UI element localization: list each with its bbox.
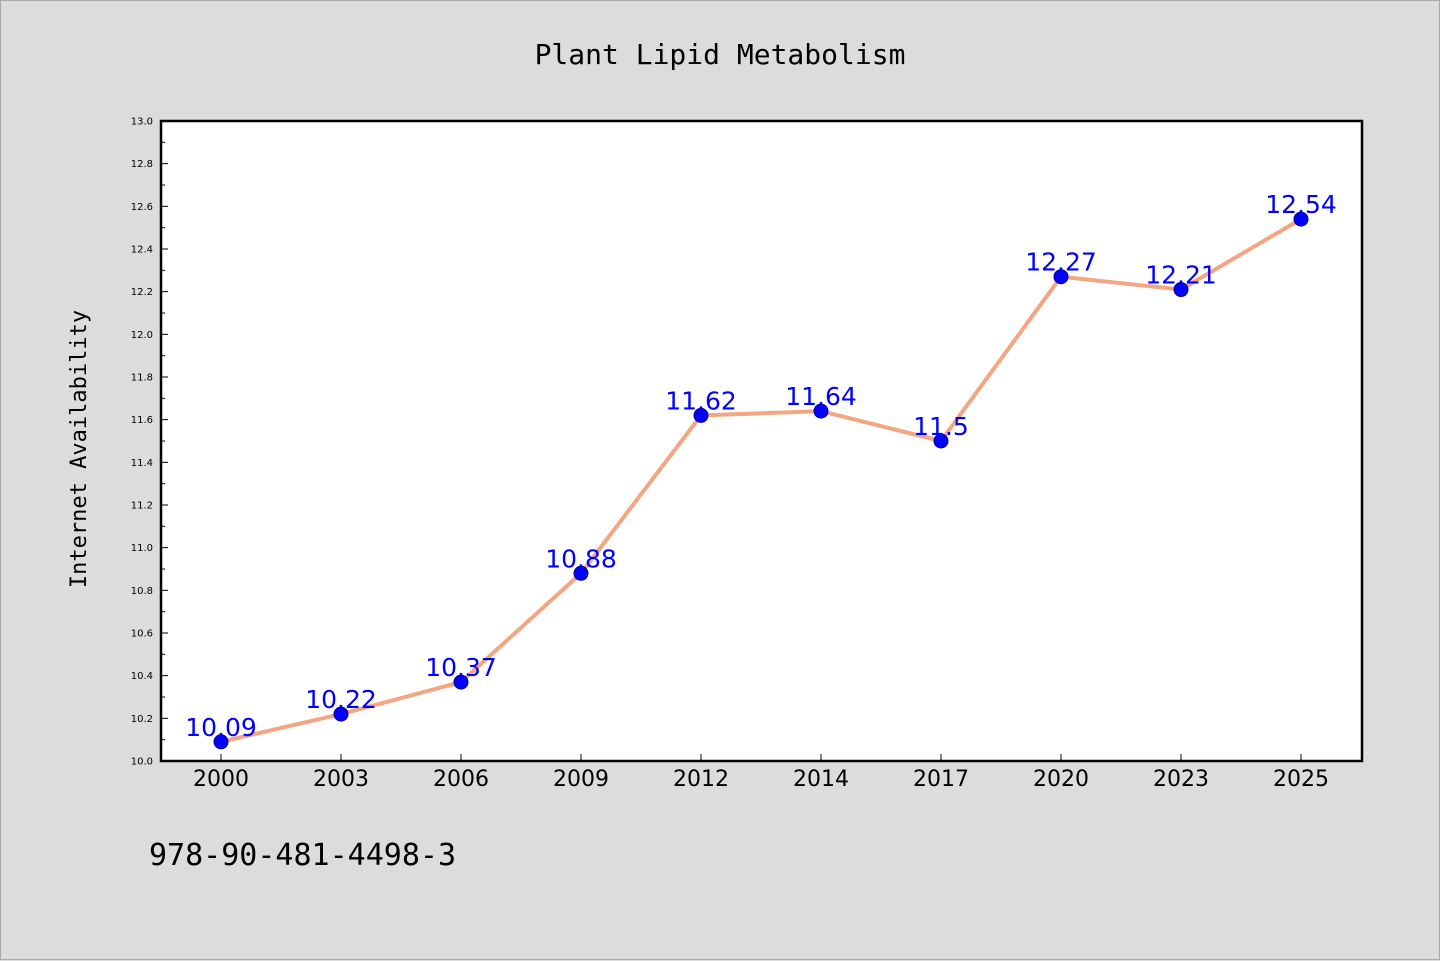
chart-title: Plant Lipid Metabolism: [535, 38, 906, 71]
data-label: 10.09: [185, 713, 257, 742]
data-label: 12.54: [1265, 190, 1337, 219]
y-tick-label: 10.0: [131, 757, 153, 768]
x-tick-label: 2023: [1153, 767, 1209, 792]
data-point: [1293, 211, 1309, 227]
y-tick-label: 11.4: [131, 458, 153, 469]
data-label: 11.5: [913, 412, 969, 441]
y-axis-label: Internet Availability: [67, 310, 92, 588]
y-tick-label: 12.4: [131, 245, 153, 256]
data-label: 12.27: [1025, 248, 1097, 277]
data-point: [933, 433, 949, 449]
data-label: 11.64: [785, 382, 857, 411]
data-label: 10.37: [425, 653, 497, 682]
x-tick-label: 2017: [913, 767, 969, 792]
footer-code: 978-90-481-4498-3: [149, 838, 456, 873]
data-point: [573, 565, 589, 581]
y-tick-label: 12.2: [131, 287, 153, 298]
series-layer: 10.09 10.22 10.37 10.88 11.62 11.64 11.5 12.27 1…: [185, 190, 1337, 750]
data-point: [1053, 269, 1069, 285]
y-tick-label: 10.6: [131, 629, 153, 640]
y-tick-label: 12.0: [131, 330, 153, 341]
data-point: [813, 403, 829, 419]
y-tick-label: 10.8: [131, 586, 153, 597]
y-tick-label: 13.0: [131, 117, 153, 128]
x-tick-label: 2006: [433, 767, 489, 792]
data-point: [1173, 282, 1189, 298]
data-label: 11.62: [665, 386, 737, 415]
y-tick-label: 11.6: [131, 415, 153, 426]
x-tick-label: 2000: [193, 767, 249, 792]
y-tick-label: 11.2: [131, 501, 153, 512]
x-tick-label: 2003: [313, 767, 369, 792]
y-tick-label: 10.4: [131, 671, 153, 682]
x-tick-label: 2014: [793, 767, 849, 792]
x-tick-label: 2012: [673, 767, 729, 792]
y-tick-label: 11.0: [131, 543, 153, 554]
data-point: [213, 734, 229, 750]
x-tick-label: 2009: [553, 767, 609, 792]
plot-area: [161, 121, 1362, 761]
y-tick-label: 12.6: [131, 202, 153, 213]
data-label: 10.88: [545, 544, 617, 573]
y-tick-label: 10.2: [131, 714, 153, 725]
data-point: [693, 407, 709, 423]
y-tick-label: 12.8: [131, 159, 153, 170]
plot-frame: [159, 119, 1364, 763]
x-tick-label: 2020: [1033, 767, 1089, 792]
data-point: [453, 674, 469, 690]
data-point: [333, 706, 349, 722]
data-label: 12.21: [1145, 261, 1217, 290]
axes: 10.0 10.2 10.4 10.6 10.8 11.0 11.2 11.4 11.6 11.8…: [131, 117, 1329, 793]
x-tick-label: 2025: [1273, 767, 1329, 792]
series-line: [219, 217, 1303, 744]
y-tick-label: 11.8: [131, 373, 153, 384]
data-label: 10.22: [305, 685, 377, 714]
